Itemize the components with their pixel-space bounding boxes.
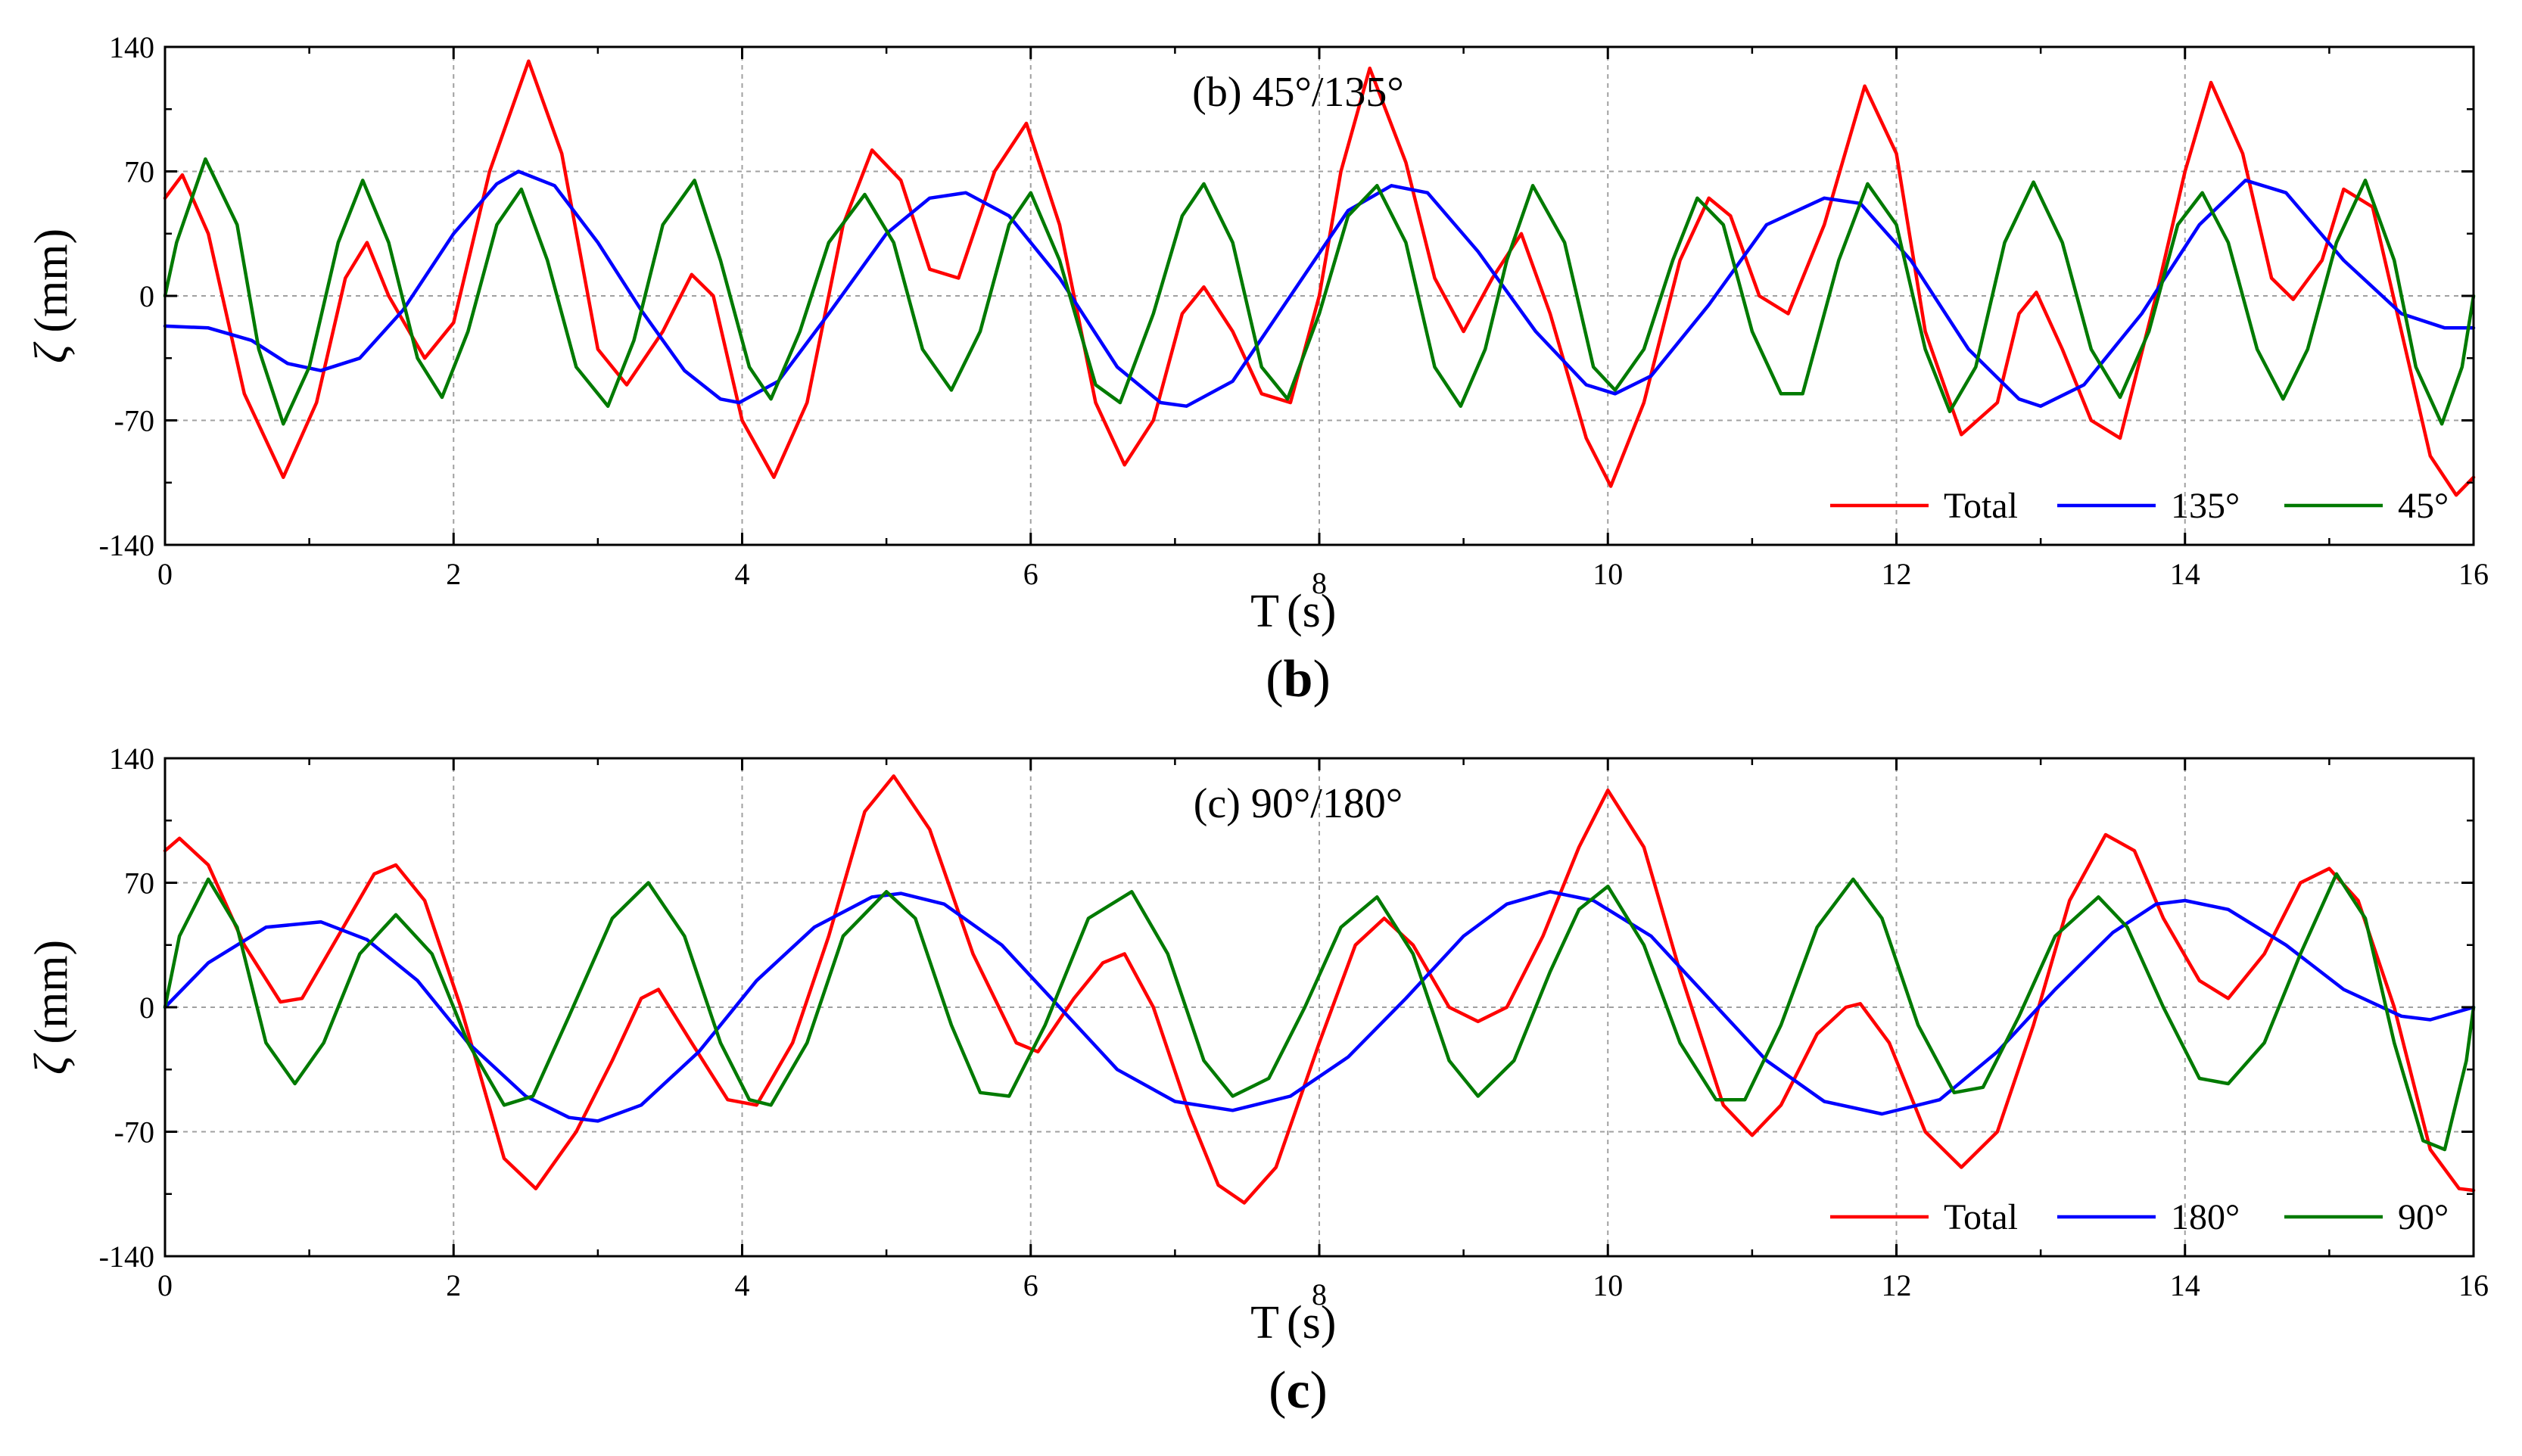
y-tick-label: 70 — [124, 866, 154, 901]
x-tick-label: 0 — [157, 1268, 173, 1302]
x-axis-label-unit: (s) — [1287, 1297, 1336, 1349]
legend: Total 135° 45° — [1830, 486, 2449, 526]
y-tick-label: 0 — [139, 279, 154, 313]
x-tick-label: 2 — [446, 1268, 461, 1302]
series-line-total-c — [163, 774, 2476, 1205]
legend-label-green: 90° — [2398, 1197, 2449, 1237]
x-tick-label: 10 — [1593, 557, 1623, 591]
y-axis-symbol: ζ — [26, 1053, 77, 1075]
chart-title: (c) 90°/180° — [1194, 780, 1403, 827]
legend-label-total: Total — [1944, 1197, 2018, 1237]
caption-paren-open: ( — [1266, 650, 1283, 708]
x-axis-label-main: T — [1250, 586, 1279, 637]
x-tick-label: 16 — [2458, 557, 2489, 591]
x-axis-label-unit: (s) — [1287, 586, 1336, 637]
series-line-total-b — [163, 59, 2476, 497]
legend-label-total: Total — [1944, 486, 2018, 526]
x-tick-label-8: 8 — [1312, 566, 1327, 600]
x-tick-label: 12 — [1882, 1268, 1912, 1302]
series-line-green-c — [163, 872, 2476, 1152]
y-axis-label: ζ (mm) — [26, 229, 77, 363]
y-tick-label: 0 — [139, 991, 154, 1025]
y-tick-label: 70 — [124, 155, 154, 189]
y-axis-unit: (mm) — [26, 229, 77, 344]
series-line-green-b — [163, 157, 2476, 426]
y-axis-unit: (mm) — [26, 940, 77, 1056]
x-tick-label: 12 — [1882, 557, 1912, 591]
series-line-blue-c — [163, 890, 2476, 1123]
y-tick-label: 140 — [109, 30, 154, 64]
panel-caption: (b) — [1266, 650, 1331, 708]
caption-paren-close: ) — [1310, 1361, 1328, 1420]
legend-label-green: 45° — [2398, 486, 2449, 526]
y-axis-label: ζ (mm) — [26, 940, 77, 1075]
legend: Total 180° 90° — [1830, 1197, 2449, 1237]
legend-label-blue: 135° — [2171, 486, 2240, 526]
caption-letter: b — [1284, 650, 1313, 708]
x-tick-label: 2 — [446, 557, 461, 591]
caption-paren-open: ( — [1269, 1361, 1286, 1420]
y-tick-label: -70 — [114, 404, 154, 438]
x-tick-label: 4 — [735, 557, 750, 591]
caption-paren-close: ) — [1312, 650, 1330, 708]
y-tick-label: -140 — [99, 1240, 154, 1274]
y-tick-label: -70 — [114, 1115, 154, 1150]
legend-label-blue: 180° — [2171, 1197, 2240, 1237]
chart-title: (b) 45°/135° — [1192, 69, 1404, 116]
x-axis-label-main: T — [1250, 1297, 1279, 1349]
x-tick-label: 0 — [157, 557, 173, 591]
x-tick-label: 16 — [2458, 1268, 2489, 1302]
y-tick-label: 140 — [109, 742, 154, 776]
y-tick-label: -140 — [99, 528, 154, 562]
panel-caption: (c) — [1269, 1361, 1328, 1420]
x-tick-label: 6 — [1023, 1268, 1038, 1302]
x-tick-label: 6 — [1023, 557, 1038, 591]
x-tick-label: 4 — [735, 1268, 750, 1302]
x-tick-label: 14 — [2170, 1268, 2200, 1302]
caption-letter: c — [1286, 1361, 1309, 1420]
x-tick-label: 10 — [1593, 1268, 1623, 1302]
series-line-blue-b — [163, 170, 2476, 408]
y-axis-symbol: ζ — [26, 341, 77, 363]
x-tick-label: 14 — [2170, 557, 2200, 591]
x-tick-label-8: 8 — [1312, 1277, 1327, 1311]
